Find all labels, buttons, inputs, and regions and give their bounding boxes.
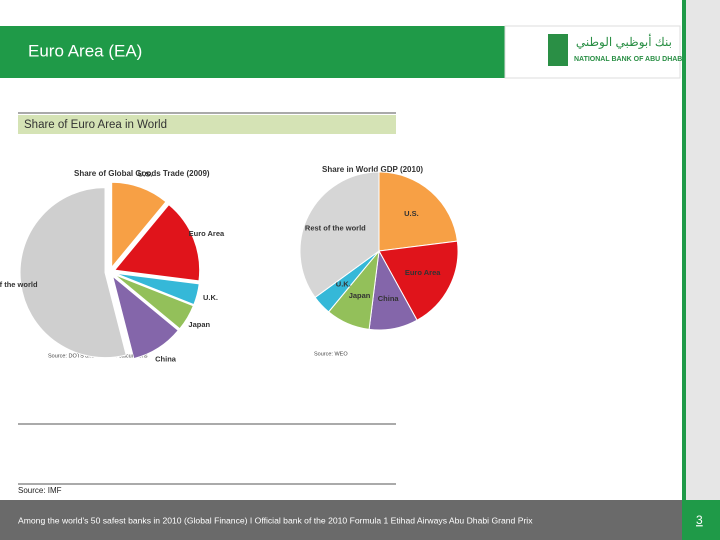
page-number: 3 [696, 513, 703, 527]
page-number-box [682, 500, 720, 540]
logo-english: NATIONAL BANK OF ABU DHABI [574, 56, 684, 63]
slice-label: Euro Area [189, 229, 225, 238]
pie-slice [378, 171, 458, 252]
pie-slice [111, 274, 179, 360]
pie-slice [19, 187, 127, 359]
slide-title: Euro Area (EA) [28, 41, 142, 60]
footer-bar [0, 500, 720, 540]
pie-title: Share of Global Goods Trade (2009) [74, 169, 210, 178]
logo-box [504, 25, 681, 79]
slice-label: U.S. [404, 209, 419, 218]
slice-label: Japan [188, 320, 210, 329]
side-band [686, 0, 720, 500]
footer-text: Among the world's 50 safest banks in 201… [18, 515, 533, 525]
pie-slice [114, 272, 200, 306]
panel-title: Share of Euro Area in World [24, 119, 167, 131]
side-stripe [682, 0, 686, 500]
pie-slice [378, 240, 459, 321]
header-bar [0, 26, 505, 78]
logo-mark [548, 34, 568, 66]
slice-label: U.K. [336, 280, 351, 289]
slice-label: Rest of the world [0, 280, 38, 289]
slice-label: Euro Area [405, 268, 441, 277]
pie-slice [299, 171, 380, 299]
logo-arabic: بنك أبوظبي الوطني [576, 34, 672, 49]
slice-label: Rest of the world [305, 224, 366, 233]
pie-slice [113, 274, 194, 330]
slice-label: China [378, 294, 400, 303]
pie-slice [113, 203, 201, 282]
slice-label: U.S. [138, 169, 153, 178]
slice-label: Japan [349, 291, 371, 300]
source: Source: IMF [18, 486, 62, 495]
panel-title-bar [18, 115, 396, 134]
slice-label: China [155, 355, 177, 364]
pie-note: Source: WEO [314, 351, 348, 357]
slice-label: U.K. [203, 293, 218, 302]
pie-slice [111, 181, 167, 269]
pie-title: Share in World GDP (2010) [322, 165, 423, 174]
